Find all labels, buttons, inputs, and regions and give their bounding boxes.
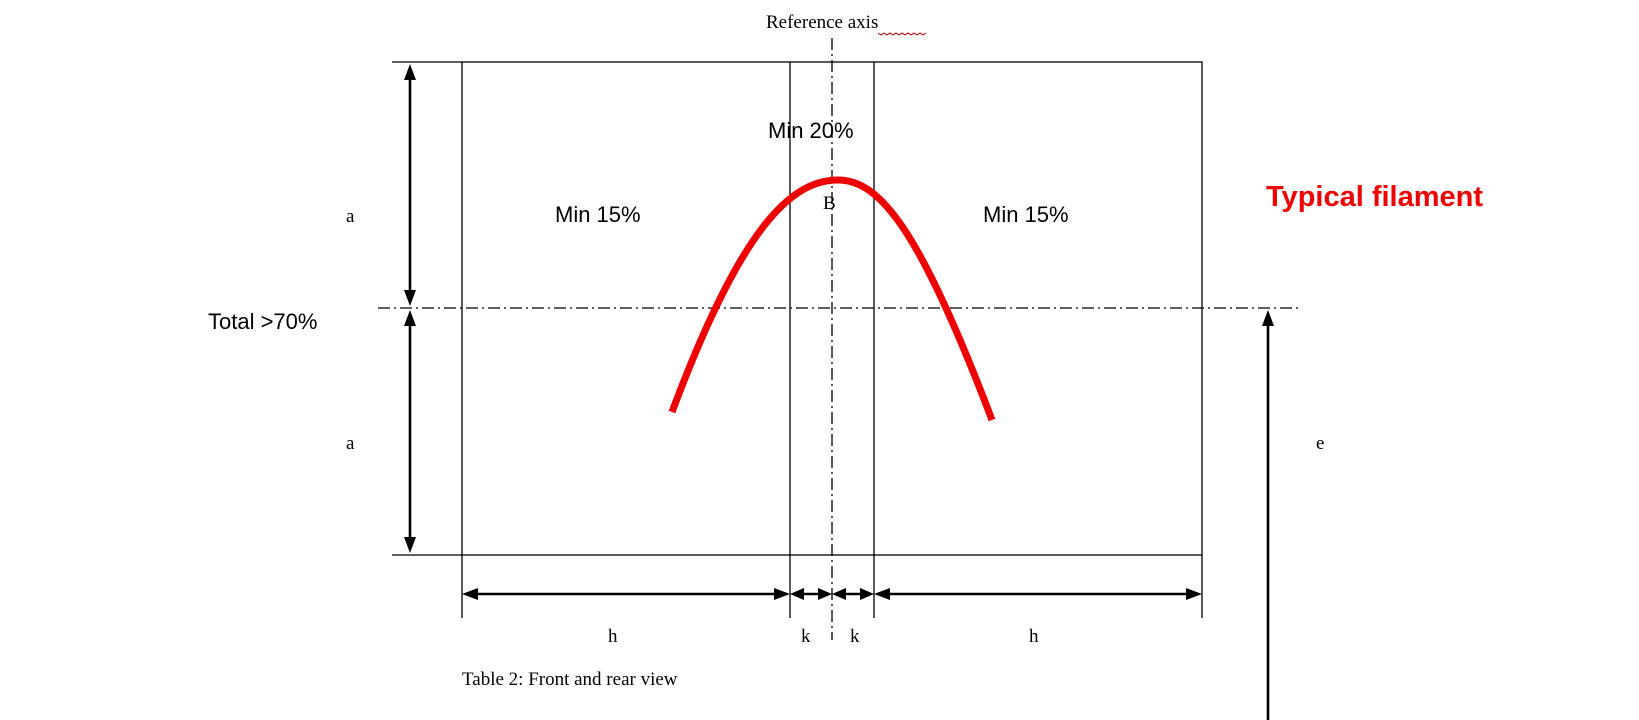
min-center-annotation: Min 20% [768, 118, 854, 143]
dimension-label-a-upper: a [346, 206, 355, 227]
dimension-label-e: e [1316, 433, 1324, 454]
dim-h-right-arrow-right [1186, 588, 1202, 600]
dim-h-right-arrow-left [874, 588, 890, 600]
dim-k-right-arrow-right [860, 588, 874, 600]
dimension-label-k-right: k [850, 626, 860, 647]
dimension-label-h-right: h [1029, 626, 1039, 647]
dim-h-left-arrow-left [462, 588, 478, 600]
total-annotation: Total >70% [208, 309, 317, 334]
spellcheck-underline [877, 32, 927, 36]
dim-a-upper-arrow-top [404, 64, 416, 80]
dim-k-left-arrow-left [790, 588, 804, 600]
dimension-label-h-left: h [608, 626, 618, 647]
min-right-annotation: Min 15% [983, 202, 1069, 227]
dim-a-lower-arrow-top [404, 310, 416, 326]
dim-k-left-arrow-right [818, 588, 832, 600]
center-point-label: B [823, 193, 836, 214]
dim-a-upper-arrow-bottom [404, 290, 416, 306]
dim-a-lower-arrow-bottom [404, 537, 416, 553]
reference-axis-label: Reference axis [766, 12, 878, 33]
dim-h-left-arrow-right [774, 588, 790, 600]
dimension-label-k-left: k [801, 626, 811, 647]
typical-filament-curve [668, 176, 996, 422]
diagram-caption: Table 2: Front and rear view [462, 669, 678, 690]
min-left-annotation: Min 15% [555, 202, 641, 227]
dimension-label-a-lower: a [346, 433, 355, 454]
typical-filament-label: Typical filament [1266, 181, 1483, 213]
dim-k-right-arrow-left [832, 588, 846, 600]
dim-e-arrow-top [1262, 310, 1274, 326]
